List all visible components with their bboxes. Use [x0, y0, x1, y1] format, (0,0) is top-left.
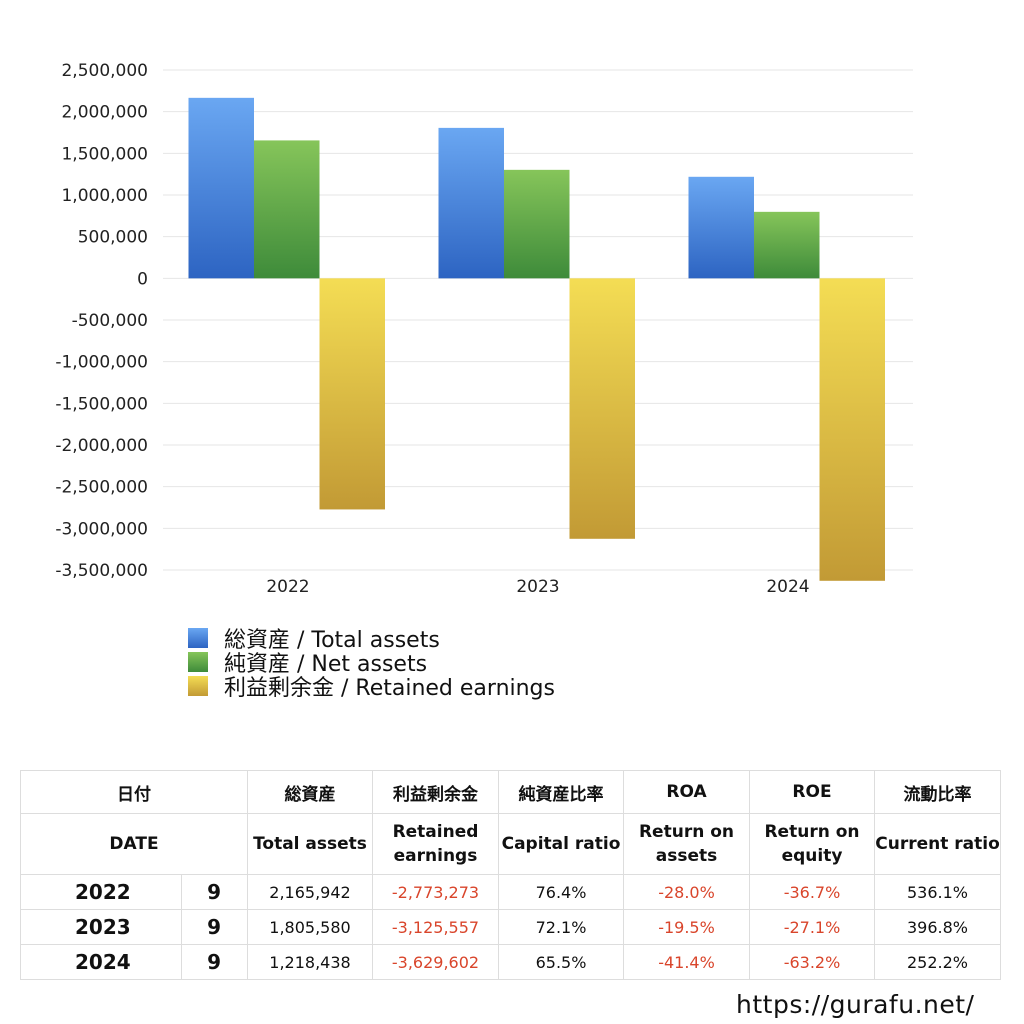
y-tick-label: 2,500,000: [61, 61, 148, 81]
table-row: 2022 9 2,165,942 -2,773,273 76.4% -28.0%…: [20, 874, 1001, 910]
cell-month: 9: [181, 944, 248, 980]
bar-total-assets: [688, 176, 754, 279]
legend-label: 総資産 / Total assets: [224, 628, 440, 653]
header-roe-jp: ROE: [749, 770, 875, 814]
table-row: 2024 9 1,218,438 -3,629,602 65.5% -41.4%…: [20, 944, 1001, 980]
cell-roa: -41.4%: [623, 944, 750, 980]
legend-swatch-yellow: [188, 676, 208, 696]
cell-year: 2022: [20, 874, 182, 910]
header-current-ratio-jp: 流動比率: [874, 770, 1001, 814]
table-header-jp: 日付 総資産 利益剰余金 純資産比率 ROA ROE 流動比率: [20, 770, 1001, 814]
header-retained-en: Retained earnings: [372, 813, 499, 875]
x-tick-label: 2022: [266, 577, 309, 597]
y-tick-label: -2,500,000: [55, 478, 148, 498]
y-tick-label: 500,000: [78, 228, 148, 248]
cell-retained: -3,125,557: [372, 909, 499, 945]
bar-chart: 2,500,000 2,000,000 1,500,000 1,000,000 500,…: [55, 61, 913, 597]
header-total-assets-jp: 総資産: [247, 770, 373, 814]
cell-month: 9: [181, 874, 248, 910]
y-tick-label: 0: [137, 269, 148, 289]
header-date-jp: 日付: [20, 770, 248, 814]
legend-label: 純資産 / Net assets: [224, 652, 428, 677]
y-axis: 2,500,000 2,000,000 1,500,000 1,000,000 500,…: [55, 61, 148, 581]
y-tick-label: 1,500,000: [61, 144, 148, 164]
cell-year: 2024: [20, 944, 182, 980]
cell-roa: -28.0%: [623, 874, 750, 910]
header-capital-ratio-jp: 純資産比率: [498, 770, 624, 814]
bar-total-assets: [188, 97, 254, 279]
cell-current-ratio: 536.1%: [874, 874, 1001, 910]
bar-retained-earnings: [569, 278, 635, 539]
y-tick-label: -1,500,000: [55, 394, 148, 414]
legend-label: 利益剰余金 / Retained earnings: [224, 676, 555, 701]
financial-table: 日付 総資産 利益剰余金 純資産比率 ROA ROE 流動比率 DATE Tot…: [20, 770, 1001, 980]
x-tick-label: 2023: [516, 577, 559, 597]
bar-total-assets: [438, 127, 504, 279]
legend-item-total-assets: 総資産 / Total assets: [188, 626, 555, 653]
cell-roa: -19.5%: [623, 909, 750, 945]
y-tick-label: -1,000,000: [55, 353, 148, 373]
y-tick-label: -3,500,000: [55, 561, 148, 581]
bar-net-assets: [254, 140, 320, 279]
legend-item-retained-earnings: 利益剰余金 / Retained earnings: [188, 674, 555, 701]
cell-year: 2023: [20, 909, 182, 945]
legend-swatch-blue: [188, 628, 208, 648]
cell-capital-ratio: 72.1%: [498, 909, 624, 945]
y-tick-label: -3,000,000: [55, 519, 148, 539]
x-axis: 2022 2023 2024: [266, 577, 809, 597]
legend-swatch-green: [188, 652, 208, 672]
cell-capital-ratio: 65.5%: [498, 944, 624, 980]
header-roa-en: Return on assets: [623, 813, 750, 875]
y-tick-label: -500,000: [72, 311, 148, 331]
header-total-assets-en: Total assets: [247, 813, 373, 875]
cell-capital-ratio: 76.4%: [498, 874, 624, 910]
cell-roe: -27.1%: [749, 909, 875, 945]
bar-retained-earnings: [319, 278, 385, 510]
cell-month: 9: [181, 909, 248, 945]
header-roe-en: Return on equity: [749, 813, 875, 875]
bar-net-assets: [754, 211, 820, 279]
cell-total-assets: 1,218,438: [247, 944, 373, 980]
header-capital-ratio-en: Capital ratio: [498, 813, 624, 875]
cell-current-ratio: 252.2%: [874, 944, 1001, 980]
chart-legend: 総資産 / Total assets 純資産 / Net assets 利益剰余…: [188, 626, 555, 701]
chart-bars: [188, 97, 885, 581]
header-roa-jp: ROA: [623, 770, 750, 814]
y-tick-label: 2,000,000: [61, 103, 148, 123]
bar-retained-earnings: [819, 278, 885, 581]
cell-retained: -3,629,602: [372, 944, 499, 980]
legend-item-net-assets: 純資産 / Net assets: [188, 650, 555, 677]
table-row: 2023 9 1,805,580 -3,125,557 72.1% -19.5%…: [20, 909, 1001, 945]
bar-net-assets: [504, 169, 570, 279]
x-tick-label: 2024: [766, 577, 809, 597]
y-tick-label: -2,000,000: [55, 436, 148, 456]
header-retained-jp: 利益剰余金: [372, 770, 499, 814]
header-current-ratio-en: Current ratio: [874, 813, 1001, 875]
cell-current-ratio: 396.8%: [874, 909, 1001, 945]
cell-roe: -36.7%: [749, 874, 875, 910]
cell-roe: -63.2%: [749, 944, 875, 980]
site-url: https://gurafu.net/: [736, 990, 975, 1019]
y-tick-label: 1,000,000: [61, 186, 148, 206]
header-date-en: DATE: [20, 813, 248, 875]
cell-total-assets: 1,805,580: [247, 909, 373, 945]
cell-retained: -2,773,273: [372, 874, 499, 910]
table-header-en: DATE Total assets Retained earnings Capi…: [20, 813, 1001, 875]
cell-total-assets: 2,165,942: [247, 874, 373, 910]
